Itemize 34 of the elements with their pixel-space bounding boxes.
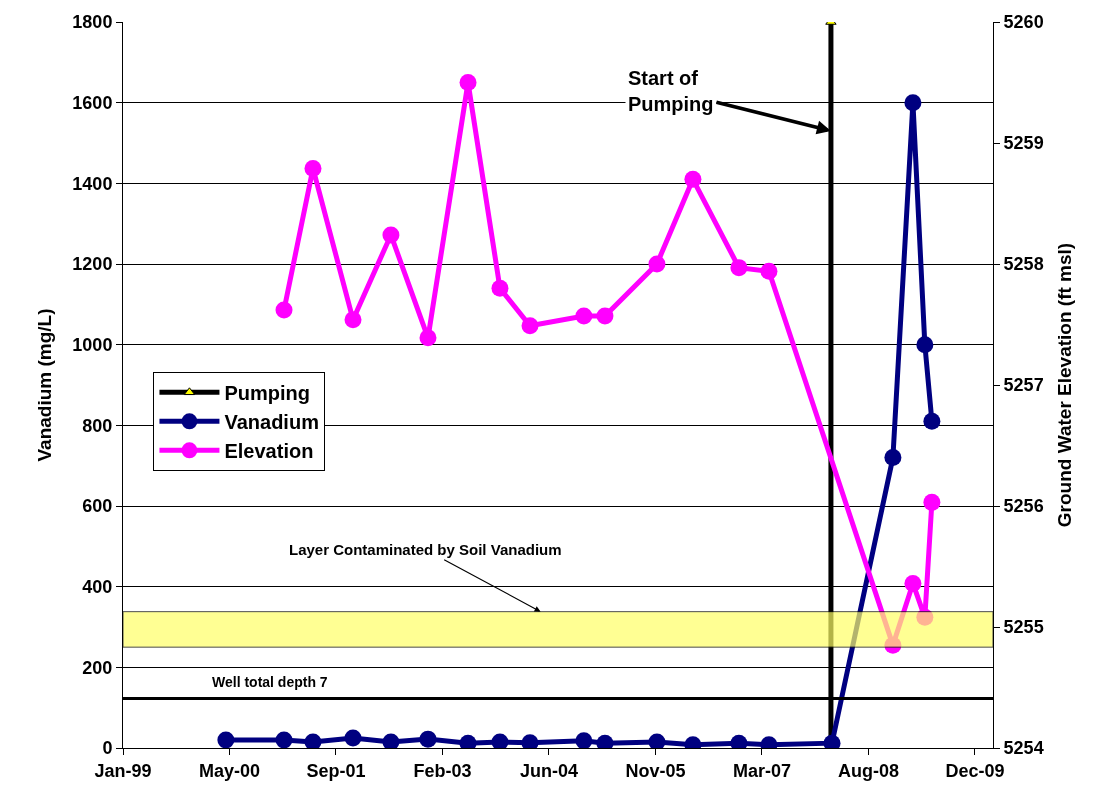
ref-line-label: Well total depth 7 bbox=[212, 674, 328, 690]
y2-tick-label: 5260 bbox=[1003, 12, 1044, 33]
y2-tick-label: 5256 bbox=[1003, 496, 1044, 517]
x-tick-label: Feb-03 bbox=[413, 760, 472, 781]
legend-label: Vanadium bbox=[224, 411, 319, 434]
y-tick-label: 600 bbox=[82, 496, 113, 517]
y-tick-label: 400 bbox=[82, 576, 113, 597]
y2-axis-title: Ground Water Elevation (ft msl) bbox=[1054, 242, 1076, 528]
y-tick-label: 0 bbox=[102, 738, 113, 759]
x-tick-label: Sep-01 bbox=[306, 760, 366, 781]
y-tick-label: 1800 bbox=[72, 12, 113, 33]
x-tick-label: Jan-99 bbox=[94, 760, 152, 781]
y-axis-title: Vanadium (mg/L) bbox=[34, 308, 56, 462]
y2-tick-label: 5254 bbox=[1003, 738, 1044, 759]
y-tick-label: 200 bbox=[82, 657, 113, 678]
y2-tick-label: 5257 bbox=[1003, 375, 1044, 396]
y-tick-label: 800 bbox=[82, 415, 113, 436]
legend-label: Pumping bbox=[224, 382, 310, 405]
y-tick-label: 1000 bbox=[72, 334, 113, 355]
y-tick-label: 1200 bbox=[72, 254, 113, 275]
band-label: Layer Contaminated by Soil Vanadium bbox=[289, 541, 562, 558]
x-tick-label: Nov-05 bbox=[625, 760, 686, 781]
x-tick-label: May-00 bbox=[198, 760, 261, 781]
annotation: Start of Pumping bbox=[628, 67, 714, 115]
x-tick-label: Aug-08 bbox=[837, 760, 899, 781]
y-tick-label: 1600 bbox=[72, 92, 113, 113]
y2-tick-label: 5255 bbox=[1003, 617, 1044, 638]
x-tick-label: Mar-07 bbox=[732, 760, 791, 781]
x-tick-label: Dec-09 bbox=[945, 760, 1005, 781]
y2-tick-label: 5259 bbox=[1003, 133, 1044, 154]
y2-tick-label: 5258 bbox=[1003, 254, 1044, 275]
y-tick-label: 1400 bbox=[72, 173, 113, 194]
x-tick-label: Jun-04 bbox=[519, 760, 578, 781]
legend-label: Elevation bbox=[224, 440, 314, 463]
